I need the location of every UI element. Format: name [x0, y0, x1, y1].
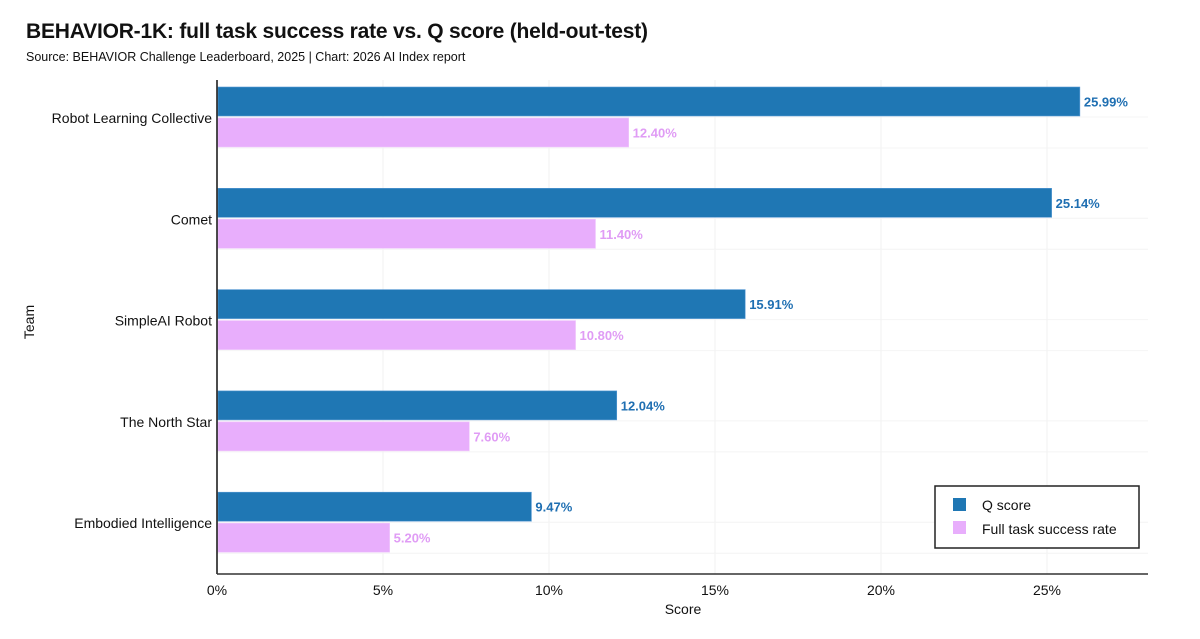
data-label: 5.20% — [394, 531, 431, 546]
x-tick-labels: 0% 5% 10% 15% 20% 25% — [207, 582, 1061, 598]
x-tick-label: 5% — [373, 582, 393, 598]
legend-label-q-score: Q score — [982, 497, 1031, 513]
data-label: 9.47% — [535, 500, 572, 515]
data-label: 15.91% — [749, 297, 794, 312]
bar-q-score — [217, 491, 532, 522]
data-label: 12.40% — [633, 126, 678, 141]
data-label: 10.80% — [580, 328, 625, 343]
y-axis-title: Team — [21, 305, 37, 339]
x-tick-label: 20% — [867, 582, 895, 598]
y-tick-labels: Robot Learning Collective Comet SimpleAI R… — [52, 110, 213, 531]
y-tick-label: Robot Learning Collective — [52, 110, 213, 126]
legend-swatch-q-score — [953, 498, 966, 511]
x-axis-title: Score — [665, 601, 702, 617]
bar-full-task-success-rate — [217, 320, 576, 350]
data-label: 25.99% — [1084, 95, 1129, 110]
x-tick-label: 25% — [1033, 582, 1061, 598]
data-label: 7.60% — [473, 429, 510, 444]
chart-title: BEHAVIOR-1K: full task success rate vs. … — [26, 20, 648, 43]
legend: Q score Full task success rate — [934, 485, 1140, 549]
chart-subtitle: Source: BEHAVIOR Challenge Leaderboard, … — [26, 50, 466, 64]
y-tick-label: SimpleAI Robot — [115, 313, 212, 329]
bar-full-task-success-rate — [217, 117, 629, 148]
value-labels: 25.99% 12.40% 25.14% 11.40% 15.91% 10.80% 12.0… — [394, 95, 1129, 546]
legend-box — [934, 485, 1140, 549]
legend-label-full-task-success-rate: Full task success rate — [982, 521, 1117, 537]
bar-full-task-success-rate — [217, 522, 390, 553]
x-tick-label: 10% — [535, 582, 563, 598]
bar-full-task-success-rate — [217, 219, 596, 249]
x-tick-label: 0% — [207, 582, 227, 598]
gridlines — [217, 80, 1148, 574]
bar-q-score — [217, 390, 618, 421]
data-label: 11.40% — [599, 227, 643, 242]
y-tick-label: The North Star — [120, 414, 212, 430]
x-tick-label: 15% — [701, 582, 729, 598]
bar-q-score — [217, 289, 746, 319]
y-tick-label: Embodied Intelligence — [74, 515, 212, 531]
bars — [217, 86, 1081, 553]
bar-full-task-success-rate — [217, 421, 470, 452]
bar-q-score — [217, 188, 1052, 218]
data-label: 25.14% — [1056, 196, 1101, 211]
data-label: 12.04% — [621, 398, 666, 413]
y-tick-label: Comet — [171, 211, 212, 227]
bar-q-score — [217, 86, 1081, 117]
legend-swatch-full-task-success-rate — [953, 521, 966, 534]
